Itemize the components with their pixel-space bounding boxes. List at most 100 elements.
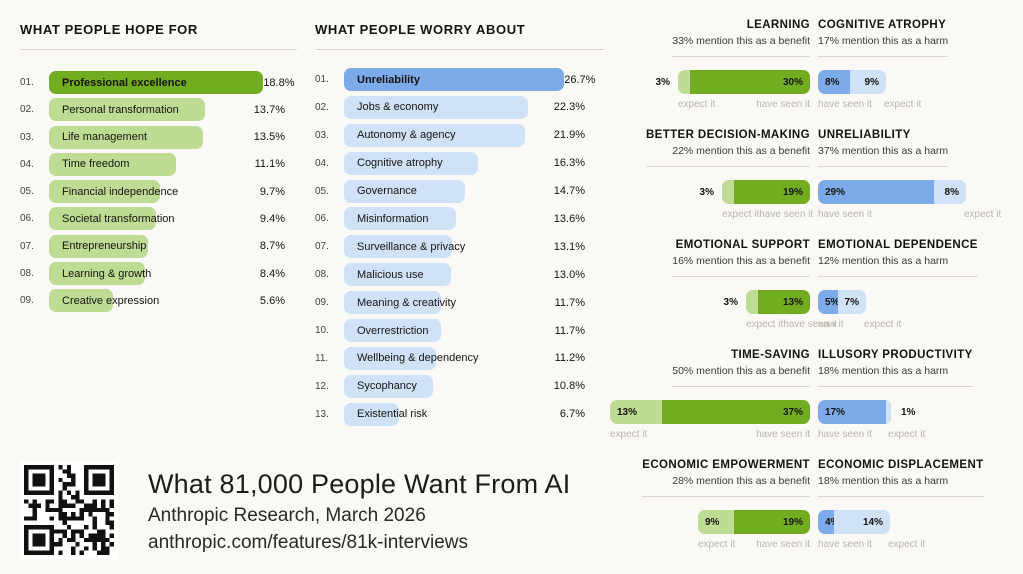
hope-bar: Creative expression xyxy=(49,289,159,313)
worry-row: 11. Wellbeing & dependency 11.2% xyxy=(315,346,605,370)
worry-bar: Autonomy & agency xyxy=(344,123,525,147)
harm-title: UNRELIABILITY xyxy=(818,129,911,141)
segment-caption: expect it xyxy=(722,209,760,220)
benefit-bar-row: 3% 19% xyxy=(700,180,810,204)
rank-number: 02. xyxy=(315,101,329,113)
rank-number: 12. xyxy=(315,380,329,392)
benefit-subtitle: 50% mention this as a benefit xyxy=(672,365,810,377)
value-label: 13.6% xyxy=(553,212,585,225)
worry-bar: Sycophancy xyxy=(344,374,434,398)
benefit-subtitle: 22% mention this as a benefit xyxy=(672,145,810,157)
category-label: Meaning & creativity xyxy=(357,296,457,309)
worry-row: 07. Surveillance & privacy 13.1% xyxy=(315,235,605,259)
benefit-segment-1: 13% xyxy=(610,400,662,424)
worry-row: 04. Cognitive atrophy 16.3% xyxy=(315,151,605,175)
category-label: Autonomy & agency xyxy=(357,129,456,142)
harm-header: EMOTIONAL DEPENDENCE 12% mention this as … xyxy=(818,238,978,277)
category-label: Life management xyxy=(62,131,147,144)
value-label: 11.2% xyxy=(554,352,585,365)
category-label: Wellbeing & dependency xyxy=(357,352,479,365)
harm-header: UNRELIABILITY 37% mention this as a harm xyxy=(818,128,949,167)
segment-value-label: 7% xyxy=(844,296,859,308)
hope-chart-title: WHAT PEOPLE HOPE FOR xyxy=(20,22,297,50)
harm-bar-row: 8% 9% xyxy=(818,70,886,94)
segment-value-label: 8% xyxy=(825,76,840,88)
column-gutter xyxy=(810,238,818,332)
rank-number: 11. xyxy=(315,352,329,364)
value-label: 13.1% xyxy=(553,240,585,253)
harm-subtitle: 18% mention this as a harm xyxy=(818,365,949,377)
value-label: 13.0% xyxy=(553,268,585,281)
column-gutter xyxy=(810,348,818,442)
value-label: 11.7% xyxy=(554,296,585,309)
benefit-harm-comparisons: LEARNING 33% mention this as a benefit 3% 3… xyxy=(610,18,1016,568)
benefit-half: EMOTIONAL SUPPORT 16% mention this as a b… xyxy=(612,238,837,332)
category-label: Time freedom xyxy=(62,158,130,171)
harm-captions: have seen it expect it xyxy=(818,539,1016,552)
segment-value-label: 3% xyxy=(655,76,670,88)
benefit-captions: expect it have seen it xyxy=(746,319,837,332)
worry-row: 05. Governance 14.7% xyxy=(315,179,605,203)
segment-caption: have seen it xyxy=(756,429,810,440)
segment-caption: expect it xyxy=(746,319,784,330)
category-label: Governance xyxy=(357,185,417,198)
worry-row: 06. Misinformation 13.6% xyxy=(315,207,605,231)
value-label: 8.4% xyxy=(259,267,285,280)
harm-half: EMOTIONAL DEPENDENCE 12% mention this as … xyxy=(818,238,1016,332)
benefit-segment-1 xyxy=(678,70,690,94)
segment-value-label: 19% xyxy=(782,186,803,198)
harm-half: UNRELIABILITY 37% mention this as a harm 2… xyxy=(818,128,1016,222)
worry-bar: Overrestriction xyxy=(344,319,441,343)
hope-bar: Life management xyxy=(49,125,203,149)
hope-bar: Personal transformation xyxy=(49,98,206,122)
benefit-segment-2: 19% xyxy=(734,510,810,534)
worry-chart-title: WHAT PEOPLE WORRY ABOUT xyxy=(315,22,605,50)
segment-value-label: 3% xyxy=(699,186,714,198)
harm-segment-1: 8% xyxy=(818,70,850,94)
category-label: Jobs & economy xyxy=(357,101,439,114)
segment-caption: expect it xyxy=(678,99,716,110)
category-label: Personal transformation xyxy=(62,103,179,116)
rank-number: 03. xyxy=(315,129,329,141)
benefit-harm-pair: ECONOMIC EMPOWERMENT 28% mention this as … xyxy=(612,458,1016,552)
segment-value-label: 19% xyxy=(782,516,803,528)
benefit-captions: expect it have seen it xyxy=(678,99,810,112)
segment-caption: have seen it xyxy=(818,539,872,550)
segment-caption: have seen it xyxy=(783,319,838,330)
value-label: 10.8% xyxy=(553,380,585,393)
hope-chart: WHAT PEOPLE HOPE FOR 01. Professional exc… xyxy=(20,22,297,317)
benefit-header: EMOTIONAL SUPPORT 16% mention this as a b… xyxy=(672,238,810,277)
rank-number: 03. xyxy=(20,131,34,143)
segment-value-label: 29% xyxy=(825,186,846,198)
harm-header: COGNITIVE ATROPHY 17% mention this as a h… xyxy=(818,18,949,57)
value-label: 14.7% xyxy=(553,185,585,198)
benefit-half: BETTER DECISION-MAKING 22% mention this a… xyxy=(612,128,813,222)
value-label: 22.3% xyxy=(553,101,585,114)
worry-row: 02. Jobs & economy 22.3% xyxy=(315,95,605,119)
harm-bar-row: 5% 7% xyxy=(818,290,866,314)
benefit-header: LEARNING 33% mention this as a benefit xyxy=(672,18,810,57)
harm-segment-2: 14% xyxy=(834,510,890,534)
hope-row: 05. Financial independence 9.7% xyxy=(20,180,297,204)
worry-bar: Unreliability xyxy=(344,68,565,91)
benefit-subtitle: 28% mention this as a benefit xyxy=(672,475,810,487)
harm-bar-row: 4% 14% xyxy=(818,510,890,534)
worry-bar: Meaning & creativity xyxy=(344,291,456,315)
category-label: Cognitive atrophy xyxy=(357,157,443,170)
hope-row: 06. Societal transformation 9.4% xyxy=(20,207,297,231)
footer: What 81,000 People Want From AI Anthropi… xyxy=(20,461,570,559)
category-label: Overrestriction xyxy=(357,324,429,337)
rank-number: 07. xyxy=(20,240,34,252)
harm-segment-2 xyxy=(886,400,891,424)
worry-bar: Surveillance & privacy xyxy=(344,235,465,259)
rank-number: 08. xyxy=(315,269,329,281)
worry-chart: WHAT PEOPLE WORRY ABOUT 01. Unreliability… xyxy=(315,22,605,431)
harm-segment-1: 17% xyxy=(818,400,886,424)
harm-bar-row: 29% 8% xyxy=(818,180,966,204)
hope-row: 03. Life management 13.5% xyxy=(20,125,297,149)
benefit-segment-2: 19% xyxy=(734,180,810,204)
segment-value-label: 37% xyxy=(782,406,803,418)
category-label: Learning & growth xyxy=(62,267,152,280)
harm-captions: have seen it expect it xyxy=(818,99,1016,112)
rank-number: 13. xyxy=(315,408,329,420)
